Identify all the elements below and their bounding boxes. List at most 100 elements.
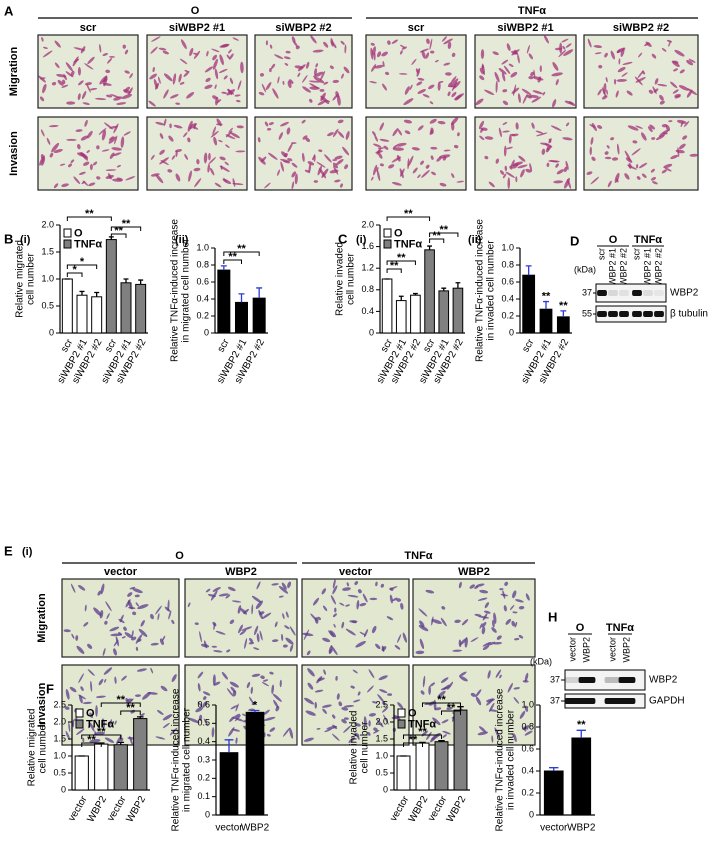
cell — [313, 180, 318, 183]
cell — [259, 630, 263, 641]
cell — [651, 53, 657, 59]
cell — [563, 166, 568, 173]
cell — [114, 720, 117, 725]
cell — [508, 63, 514, 67]
column-label: scr — [80, 22, 97, 34]
x-tick-label: WBP2 — [241, 823, 270, 834]
cell — [548, 138, 552, 144]
cell — [280, 121, 289, 127]
cell — [650, 168, 655, 173]
cell — [535, 130, 544, 134]
cell — [443, 684, 451, 690]
cell — [503, 65, 511, 75]
micrograph — [37, 34, 139, 109]
cell — [227, 89, 235, 95]
legend-swatch — [63, 228, 72, 238]
cell — [273, 699, 279, 708]
bar — [556, 316, 570, 334]
cell — [42, 83, 47, 94]
cell — [42, 50, 53, 58]
error-bar — [576, 729, 586, 738]
row-label: Migration — [36, 593, 48, 643]
cell — [242, 713, 246, 717]
y-tick-label: 2.0 — [375, 716, 388, 726]
cell — [282, 613, 285, 620]
cell — [550, 125, 562, 131]
cell — [127, 736, 135, 740]
cell — [383, 714, 389, 725]
cell — [542, 91, 546, 96]
x-tick-label: vector — [215, 823, 243, 834]
y-tick-label: 1.0 — [521, 699, 534, 709]
cell — [206, 50, 209, 57]
cell — [89, 722, 95, 732]
cell — [235, 99, 241, 103]
cell — [317, 165, 323, 176]
cell — [394, 644, 401, 650]
cell — [116, 102, 127, 105]
cell — [65, 62, 74, 72]
cell — [324, 728, 333, 733]
cell — [408, 155, 414, 167]
cell — [539, 65, 542, 73]
cell — [475, 98, 484, 106]
cell — [162, 722, 170, 729]
cell — [54, 40, 61, 48]
cell — [159, 157, 169, 165]
y-tick-label: 1.6 — [361, 241, 374, 251]
cell — [302, 135, 308, 140]
cell — [502, 173, 507, 179]
cell — [163, 73, 173, 82]
cell — [417, 174, 421, 179]
cell — [354, 723, 361, 727]
cell — [111, 147, 122, 151]
cell — [591, 156, 596, 162]
cell — [113, 639, 119, 647]
cell — [229, 681, 239, 688]
cell — [381, 706, 389, 713]
cell — [674, 49, 685, 57]
cell — [285, 611, 289, 618]
cell — [615, 90, 619, 98]
error-bar — [441, 287, 447, 291]
bar — [61, 278, 73, 334]
cell — [357, 691, 361, 696]
cell — [171, 619, 175, 625]
cell — [305, 710, 316, 716]
cell — [376, 169, 381, 182]
bar — [453, 709, 468, 791]
panel-label: D — [570, 233, 579, 248]
cell — [317, 616, 321, 621]
cell — [626, 90, 633, 96]
cell — [214, 182, 222, 188]
significance: ** — [237, 243, 246, 255]
error-bar — [525, 265, 532, 276]
cell — [264, 182, 271, 189]
cell — [350, 685, 355, 689]
cell — [214, 68, 219, 80]
bar — [234, 301, 249, 334]
bar — [105, 239, 117, 334]
panel-label: (ii) — [468, 234, 482, 246]
cell — [282, 727, 291, 737]
cell — [86, 83, 91, 93]
y-tick-label: 0.6 — [197, 699, 210, 709]
cell — [678, 85, 689, 91]
cell — [353, 699, 361, 703]
error-bar — [549, 767, 559, 771]
cell — [155, 174, 164, 184]
y-tick-label: 0.4 — [501, 293, 514, 303]
cell — [278, 132, 283, 140]
cell — [334, 179, 341, 183]
cell — [186, 92, 195, 99]
cell — [503, 605, 507, 612]
cell — [494, 727, 500, 739]
cell — [372, 46, 376, 56]
cell — [343, 66, 350, 74]
cell — [431, 171, 436, 176]
cell — [317, 100, 327, 106]
legend-label: O — [408, 707, 417, 719]
cell — [116, 164, 121, 168]
cell — [250, 686, 253, 694]
cell — [155, 605, 162, 615]
